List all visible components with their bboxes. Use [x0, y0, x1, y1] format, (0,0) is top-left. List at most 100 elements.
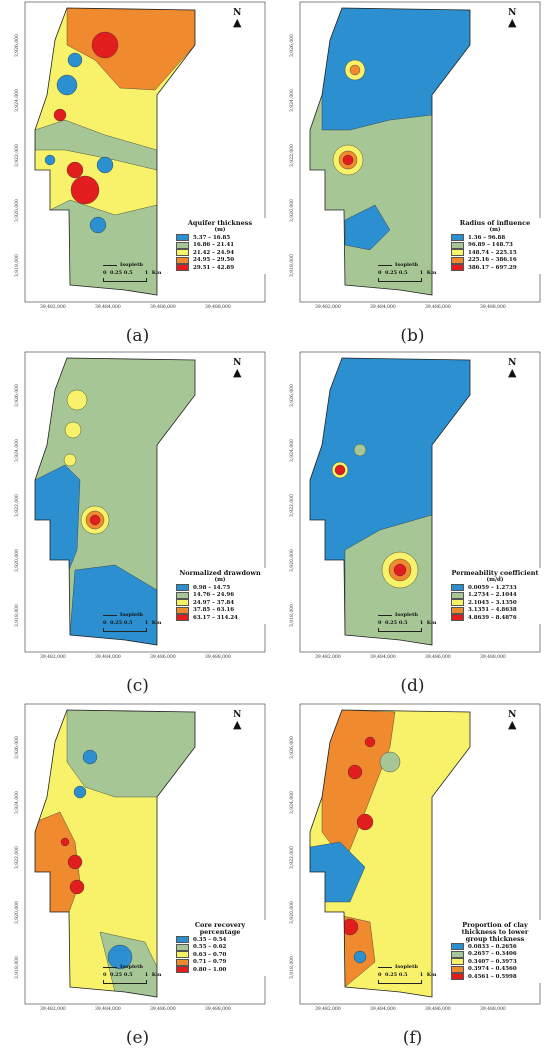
legend-item: 0.0059 – 1.2733 [451, 584, 539, 592]
legend-class-label: 225.16 – 386.16 [468, 257, 517, 264]
contour-zone [73, 785, 87, 799]
legend-class-label: 37.85 – 63.16 [193, 607, 235, 614]
legend-class-label: 1.2734 – 2.1044 [468, 592, 517, 599]
legend-swatch [451, 599, 464, 607]
x-tick-label: 39,484,000 [95, 305, 121, 310]
arrow-glyph: ▲ [233, 366, 242, 379]
isopleth-label: Isopleth [395, 612, 419, 618]
contour-zone [44, 154, 56, 166]
north-arrow-icon: N ▲ [233, 710, 241, 730]
y-tick-label: 3,924,000 [290, 791, 295, 814]
x-tick-label: 39,482,000 [315, 305, 341, 310]
legend-item: 1.2734 – 2.1044 [451, 591, 539, 600]
legend-swatch [451, 950, 464, 958]
scale-bar: Isopleth 0 0.25 0.5 1 Km [103, 964, 161, 984]
y-tick-label: 3,918,000 [15, 604, 20, 627]
map-panel: 3,918,000 3,920,000 3,922,000 3,924,000 3,92… [280, 350, 545, 696]
legend-item: 0.2657 – 0.3406 [451, 950, 539, 959]
boundary-outline [309, 7, 471, 296]
map-panel: 3,918,000 3,920,000 3,922,000 3,924,000 3,92… [280, 702, 545, 1048]
x-tick-label: 39,486,000 [150, 1007, 176, 1012]
north-arrow-icon: N ▲ [508, 358, 516, 378]
y-tick-label: 3,924,000 [15, 791, 20, 814]
legend-title: Proportion of clay thickness to lower gr… [461, 921, 529, 943]
legend: Core recovery percentage 0.35 – 0.54 0.55 … [173, 920, 267, 976]
y-tick-label: 3,926,000 [15, 384, 20, 407]
legend-item: 14.76 – 24.96 [176, 591, 264, 600]
y-tick-label: 3,926,000 [290, 736, 295, 759]
legend-swatch [176, 599, 189, 607]
contour-zone [96, 156, 114, 174]
isopleth-line [378, 966, 392, 968]
legend-item: 21.42 – 24.94 [176, 249, 264, 257]
legend: Radius of influence (m) 1.36 – 96.88 96.89 … [448, 218, 542, 274]
y-tick-label: 3,920,000 [15, 901, 20, 924]
x-tick-label: 39,486,000 [425, 1007, 451, 1012]
legend-swatch [451, 606, 464, 614]
contour-zone [89, 216, 107, 234]
contour-zone [379, 751, 401, 773]
legend-class-label: 0.3407 – 0.3973 [468, 958, 517, 965]
legend-title: Radius of influence [459, 219, 531, 227]
legend-item: 0.4561 – 0.5998 [451, 973, 539, 981]
legend-class-label: 2.1045 – 3.1350 [468, 599, 517, 606]
arrow-glyph: ▲ [233, 718, 242, 731]
legend-item: 0.71 – 0.79 [176, 958, 264, 967]
legend-class-label: 4.8639 – 8.4876 [468, 614, 517, 621]
panel-caption: (f) [402, 1028, 423, 1048]
x-tick-label: 39,482,000 [315, 655, 341, 660]
contour-zone [56, 74, 78, 96]
legend-swatch [176, 943, 189, 951]
isopleth-label: Isopleth [120, 262, 144, 268]
boundary-outline [34, 357, 196, 646]
legend-item: 63.17 – 314.24 [176, 614, 264, 622]
map-panel: 3,918,000 3,920,000 3,922,000 3,924,000 3,92… [5, 702, 270, 1048]
x-tick-label: 39,486,000 [425, 305, 451, 310]
legend-title: Normalized drawdown [179, 569, 261, 577]
x-tick-label: 39,488,000 [480, 1007, 506, 1012]
legend-swatch [176, 256, 189, 264]
x-tick-label: 39,484,000 [370, 655, 396, 660]
legend-swatch [451, 614, 464, 622]
y-tick-label: 3,920,000 [15, 199, 20, 222]
north-label: N [508, 358, 517, 368]
boundary-outline [34, 709, 196, 998]
arrow-glyph: ▲ [508, 718, 517, 731]
contour-zone [66, 8, 195, 91]
legend-class-label: 0.55 – 0.62 [193, 944, 227, 951]
legend-item: 225.16 – 386.16 [451, 256, 539, 265]
map-figure [24, 1, 266, 303]
map-panel: 3,918,000 3,920,000 3,922,000 3,924,000 3,92… [5, 350, 270, 696]
legend-swatch [176, 936, 189, 944]
scale-ruler [378, 980, 422, 984]
legend-swatch [176, 966, 189, 974]
scale-text: 0 0.25 0.5 1 Km [378, 270, 437, 276]
north-label: N [508, 710, 517, 720]
y-tick-label: 3,926,000 [290, 34, 295, 57]
boundary-outline [34, 7, 196, 296]
x-tick-label: 39,488,000 [205, 655, 231, 660]
scale-bar: Isopleth 0 0.25 0.5 1 Km [378, 262, 436, 282]
y-tick-label: 3,922,000 [15, 144, 20, 167]
x-tick-label: 39,482,000 [40, 305, 66, 310]
legend: Normalized drawdown (m) 0.98 – 14.75 14.76 … [173, 568, 267, 624]
legend-swatch [451, 241, 464, 249]
y-tick-label: 3,922,000 [15, 846, 20, 869]
isopleth-line [103, 614, 117, 616]
north-arrow-icon: N ▲ [233, 8, 241, 28]
contour-zone [364, 736, 376, 748]
legend-title: Core recovery percentage [194, 921, 246, 936]
contour-zone [53, 108, 67, 122]
legend-class-label: 0.71 – 0.79 [193, 959, 227, 966]
arrow-glyph: ▲ [233, 16, 242, 29]
legend-item: 0.3974 – 0.4560 [451, 965, 539, 974]
legend-class-label: 63.17 – 314.24 [193, 614, 238, 621]
isopleth-line [378, 614, 392, 616]
isopleth-line [103, 966, 117, 968]
legend-swatch [176, 606, 189, 614]
x-tick-label: 39,486,000 [425, 655, 451, 660]
legend-item: 3.1351 – 4.8638 [451, 606, 539, 615]
legend-item: 96.89 – 148.73 [451, 241, 539, 250]
scale-text: 0 0.25 0.5 1 Km [378, 972, 437, 978]
y-tick-label: 3,926,000 [290, 384, 295, 407]
